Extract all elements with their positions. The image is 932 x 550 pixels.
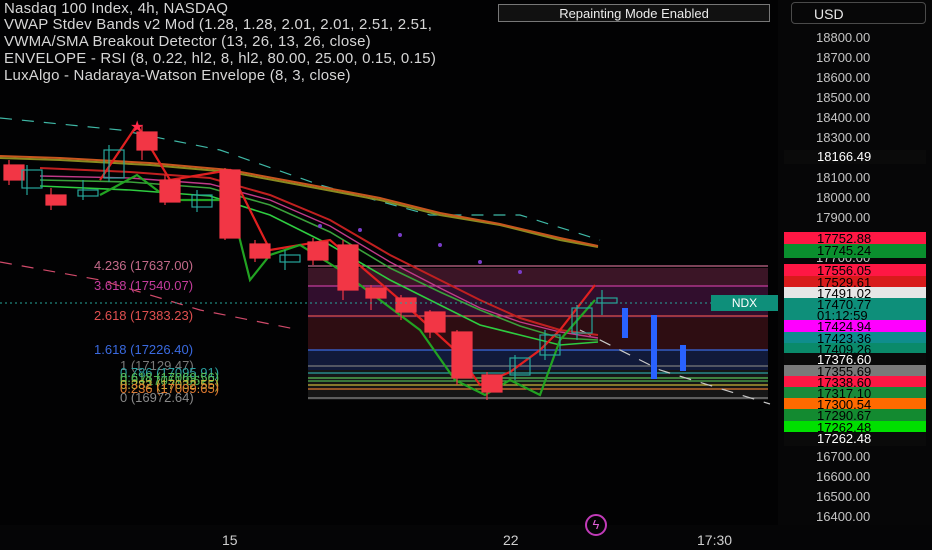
price-label: 17317.10 [784,387,926,401]
chart-title: Nasdaq 100 Index, 4h, NASDAQ [4,0,229,17]
projection-bar-2 [651,315,657,379]
fib-level-label: 1.618 (17226.40) [94,342,194,357]
candle-body [451,331,473,379]
candle-body [395,297,417,313]
time-tick-label: 22 [503,532,519,548]
price-tick-label: 18500.00 [816,89,871,105]
price-label: 17338.60 [784,376,926,390]
candle-body [191,194,213,208]
price-label: 17262.48 [784,432,926,446]
indicator-vwma-sma[interactable]: VWMA/SMA Breakout Detector (13, 26, 13, … [4,33,371,50]
price-label: 17355.69 [784,365,926,379]
price-label: 17752.88 [784,232,926,246]
indicator-vwap[interactable]: VWAP Stdev Bands v2 Mod (1.28, 1.28, 2.0… [4,16,433,33]
fib-zone-1618 [308,350,768,370]
price-tick-label: 16500.00 [816,489,871,505]
price-label: 17745.24 [784,244,926,258]
currency-selector[interactable]: USD [791,2,926,24]
projection-dashed [579,329,771,405]
fib-level-label: 4.236 (17637.00) [94,258,194,273]
ma-red [39,167,599,336]
price-tick-label: 18300.00 [816,129,871,145]
price-label: 17491.02 [784,287,926,301]
price-label: 18166.49 [784,150,926,164]
price-tick-label: 16400.00 [816,509,871,524]
price-tick-label: 16600.00 [816,469,871,485]
projection-bar-3 [680,345,686,371]
indicator-luxalgo[interactable]: LuxAlgo - Nadaraya-Watson Envelope (8, 3… [4,67,351,84]
candle-body [424,311,446,333]
fib-level-label: 3.618 (17540.07) [94,278,194,293]
price-label: 17556.05 [784,264,926,278]
price-label: 17290.67 [784,409,926,423]
fib-level-label: 0.5 (17051.06) [120,373,205,388]
envelope-upper-dashed [0,117,601,241]
candles [3,125,618,400]
envelope-lower-dashed [0,261,301,331]
price-label: 17376.60 [784,353,926,367]
candle-body [3,164,25,181]
candle-body [103,149,125,179]
fib-level-label: 0.236 (17009.65) [120,381,220,396]
candle-body [509,357,531,376]
candle-body [307,241,329,261]
price-tick-label: 18700.00 [816,49,871,65]
ma-orange [0,155,599,247]
star-marker-icon: ★ [130,117,144,136]
price-label: 01:12:59 [784,309,926,323]
candle-body [219,169,241,239]
candle-body [481,374,503,393]
price-label: 17423.36 [784,332,926,346]
candle-body [136,131,158,151]
price-chart[interactable]: ★ [0,0,778,525]
candle-body [77,189,99,197]
fib-level-label: 0.618 (17069.56) [120,370,220,385]
candle-body [159,179,181,203]
repainting-mode-label: Repainting Mode Enabled [498,4,770,22]
ma-pink [39,175,599,339]
candle-body [21,169,43,189]
fib-level-label: 2.618 (17383.23) [94,308,194,323]
candle-body [45,194,67,206]
lightning-icon[interactable]: ϟ [585,514,607,536]
price-tick-label: 16700.00 [816,449,871,465]
candle-body [337,244,359,291]
candle-body [571,307,593,334]
time-axis[interactable] [0,525,932,550]
candle-body [365,287,387,299]
projection-bar-1 [622,308,628,338]
price-tick-label: 17900.00 [816,209,871,225]
candle-body [279,254,301,263]
price-label: 17470.77 [784,298,926,312]
time-tick-label: 15 [222,532,238,548]
price-tick-label: 18400.00 [816,109,871,125]
ma-green-light [39,179,599,341]
fib-level-label: 0.382 (17032.55) [120,377,220,392]
fib-level-label: 0 (16972.64) [120,390,194,405]
price-tick-label: 18800.00 [816,30,871,45]
price-tick-label: 18100.00 [816,169,871,185]
price-tick-label: 18600.00 [816,69,871,85]
candle-body [539,334,561,356]
fib-zone-4236 [308,268,768,286]
price-label: 17424.94 [784,320,926,334]
ma-green [39,185,599,346]
time-tick-label: 17:30 [697,532,733,548]
price-tick-label: 18000.00 [816,189,871,205]
ma-olive [0,157,599,248]
fib-level-label: 0.786 (17095.91) [120,365,220,380]
indicator-envelope-rsi[interactable]: ENVELOPE - RSI (8, 0.22, hl2, 8, hl2, 80… [4,50,437,67]
candle-body [249,243,271,259]
symbol-tag: NDX [711,295,778,311]
price-label: 17529.61 [784,276,926,290]
fib-level-label: 1 (17129.47) [120,358,194,373]
price-label: 17300.54 [784,398,926,412]
price-label: 17262.48 [784,421,926,435]
signal-dots [318,224,522,274]
